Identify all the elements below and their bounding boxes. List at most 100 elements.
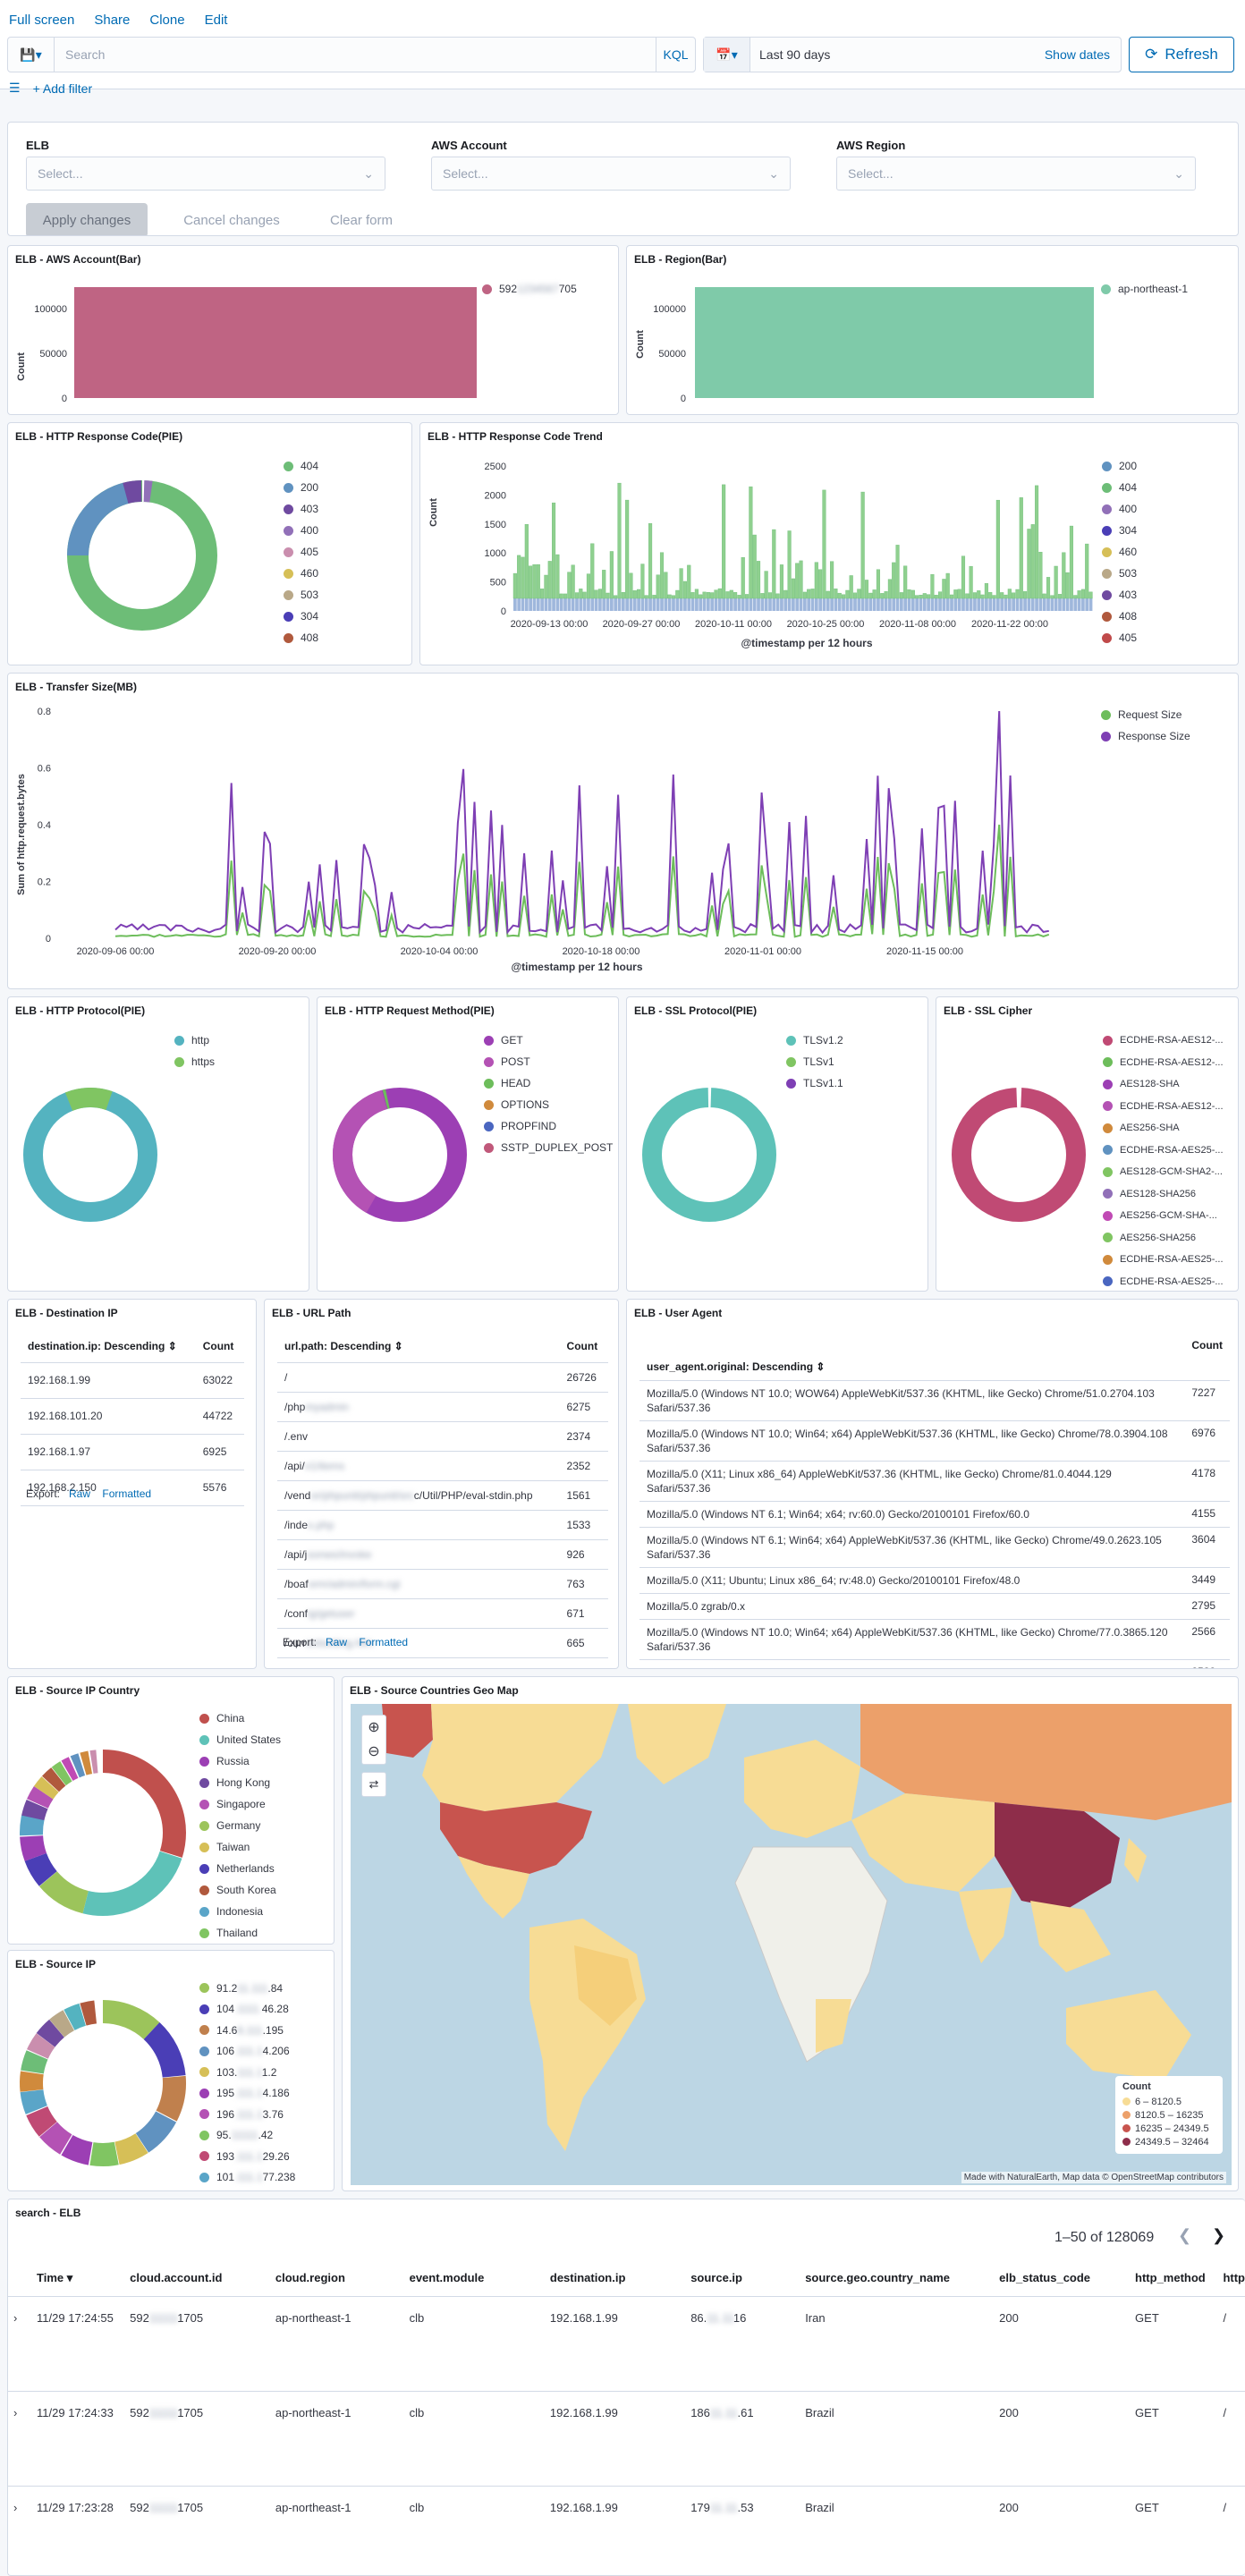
bar-200[interactable] (752, 598, 757, 611)
bar-404[interactable] (922, 593, 927, 599)
bar-404[interactable] (1000, 592, 1004, 599)
bar-404[interactable] (988, 592, 993, 599)
share-link[interactable]: Share (94, 13, 131, 28)
bar-200[interactable] (768, 598, 772, 611)
bar-200[interactable] (513, 598, 517, 611)
bar-200[interactable] (880, 598, 885, 611)
bar-200[interactable] (884, 598, 888, 611)
bar-404[interactable] (965, 593, 970, 599)
legend-item[interactable]: Taiwan (199, 1836, 281, 1858)
bar-404[interactable] (1015, 589, 1020, 599)
bar-404[interactable] (699, 594, 703, 599)
table-row[interactable]: /api/v1/items 2352 (277, 1451, 608, 1481)
donut-slice[interactable] (8, 1982, 187, 2184)
bar-404[interactable] (945, 572, 950, 599)
bar-200[interactable] (733, 598, 737, 611)
bar-404[interactable] (1050, 595, 1054, 599)
table-row[interactable]: /vendor/phpunit/phpunit/srcc/Util/PHP/ev… (277, 1480, 608, 1511)
bar-200[interactable] (640, 598, 645, 611)
bar-200[interactable] (555, 598, 560, 611)
legend-item[interactable]: Response Size (1101, 725, 1190, 747)
bar-404[interactable] (614, 595, 618, 599)
legend-item[interactable]: 404 (1102, 477, 1137, 498)
legend-item[interactable]: 101.111.177.238 (199, 2167, 295, 2189)
donut-slice-taiwan[interactable] (8, 1733, 187, 1932)
legend-item[interactable]: Russia (199, 1750, 281, 1772)
table-row[interactable]: /api/jsonws/invoke 926 (277, 1539, 608, 1570)
bar-404[interactable] (690, 592, 695, 599)
legend-item[interactable]: AES128-SHA (1103, 1073, 1224, 1096)
bar-200[interactable] (567, 598, 572, 611)
bar-200[interactable] (1012, 598, 1015, 611)
bar-200[interactable] (1088, 598, 1093, 611)
bar-404[interactable] (652, 595, 656, 599)
apply-changes-button[interactable]: Apply changes (26, 203, 148, 235)
bar-404[interactable] (791, 578, 795, 599)
bar-200[interactable] (783, 598, 788, 611)
legend-item[interactable]: POST (484, 1051, 613, 1072)
bar-200[interactable] (563, 598, 567, 611)
bar-200[interactable] (907, 598, 911, 611)
bar-404[interactable] (532, 564, 537, 599)
time-range[interactable]: Last 90 days (759, 47, 831, 62)
bar-200[interactable] (737, 598, 741, 611)
bar-404[interactable] (648, 523, 653, 599)
bar-404[interactable] (1080, 589, 1085, 599)
bar-200[interactable] (860, 598, 865, 611)
bar-200[interactable] (845, 598, 850, 611)
filter-options-icon[interactable]: ☰ (9, 80, 21, 95)
bar-200[interactable] (992, 598, 996, 611)
bar-404[interactable] (876, 569, 880, 599)
bar-200[interactable] (687, 598, 691, 611)
bar-200[interactable] (579, 598, 583, 611)
bar-404[interactable] (1069, 525, 1074, 599)
bar-404[interactable] (687, 564, 691, 599)
bar-200[interactable] (950, 598, 953, 611)
bar-404[interactable] (1038, 552, 1043, 599)
bar-200[interactable] (529, 598, 532, 611)
bar-200[interactable] (1042, 598, 1046, 611)
bar-200[interactable] (903, 598, 908, 611)
bar-404[interactable] (582, 591, 587, 599)
bar-200[interactable] (552, 598, 555, 611)
bar-200[interactable] (532, 598, 537, 611)
bar-200[interactable] (1004, 598, 1008, 611)
bar-404[interactable] (903, 565, 908, 599)
bar-404[interactable] (644, 595, 648, 599)
bar-200[interactable] (922, 598, 927, 611)
legend-item[interactable]: PROPFIND (484, 1115, 613, 1137)
bar-404[interactable] (880, 593, 885, 599)
bar-200[interactable] (672, 598, 675, 611)
bar-404[interactable] (1007, 589, 1012, 599)
bar-404[interactable] (597, 589, 602, 599)
donut-slice-tlsv12[interactable] (642, 1088, 776, 1222)
bar-404[interactable] (1088, 591, 1093, 599)
bar-404[interactable] (783, 589, 788, 599)
bar-404[interactable] (857, 589, 861, 599)
bar-200[interactable] (799, 598, 803, 611)
bar-200[interactable] (695, 598, 699, 611)
bar-200[interactable] (888, 598, 892, 611)
bar-200[interactable] (683, 598, 687, 611)
bar-200[interactable] (927, 598, 930, 611)
bar-200[interactable] (795, 598, 800, 611)
bar-200[interactable] (690, 598, 695, 611)
legend-item[interactable]: AES128-GCM-SHA2-... (1103, 1161, 1224, 1183)
bar-404[interactable] (563, 593, 568, 599)
donut-slice[interactable] (20, 2000, 186, 2166)
bar-404[interactable] (969, 565, 973, 599)
legend-item[interactable]: Singapore (199, 1793, 281, 1815)
legend-item[interactable]: 404 (284, 455, 318, 477)
table-row[interactable]: /index.php 1533 (277, 1510, 608, 1540)
bar-404[interactable] (632, 590, 637, 599)
column-header[interactable]: Time ▾ (31, 2260, 125, 2297)
donut-slice-china[interactable] (20, 1750, 186, 1916)
prev-page-icon[interactable]: ❮ (1178, 2226, 1192, 2244)
bar-200[interactable] (996, 598, 1000, 611)
legend-item[interactable]: 408 (284, 627, 318, 648)
legend-item[interactable]: 460 (1102, 541, 1137, 563)
bar-404[interactable] (961, 555, 966, 599)
bar-404[interactable] (555, 554, 560, 599)
table-row[interactable]: Mozilla/5.0 (Windows NT 10.0; Win64; x64… (639, 1619, 1230, 1660)
bar-200[interactable] (1007, 598, 1012, 611)
